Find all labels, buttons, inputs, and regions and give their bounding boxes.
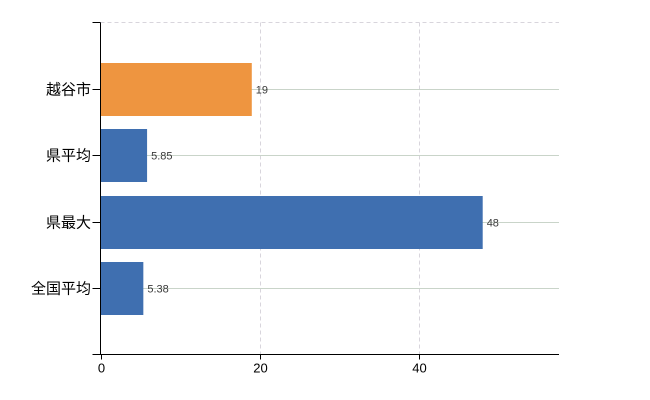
- value-label: 5.85: [151, 151, 172, 163]
- x-tick-label: 20: [253, 361, 267, 376]
- category-label: 全国平均: [31, 280, 91, 298]
- value-label: 5.38: [147, 284, 168, 296]
- bar: [100, 262, 144, 315]
- category-label: 県最大: [46, 215, 91, 232]
- category-label: 越谷市: [46, 82, 91, 99]
- x-tick-label: 0: [98, 361, 105, 376]
- bar: [100, 196, 483, 249]
- value-label: 19: [256, 85, 268, 97]
- bar: [100, 129, 148, 182]
- category-label: 県平均: [46, 148, 91, 165]
- value-label: 48: [487, 218, 499, 230]
- bar: [100, 63, 252, 116]
- x-tick-label: 40: [412, 361, 426, 376]
